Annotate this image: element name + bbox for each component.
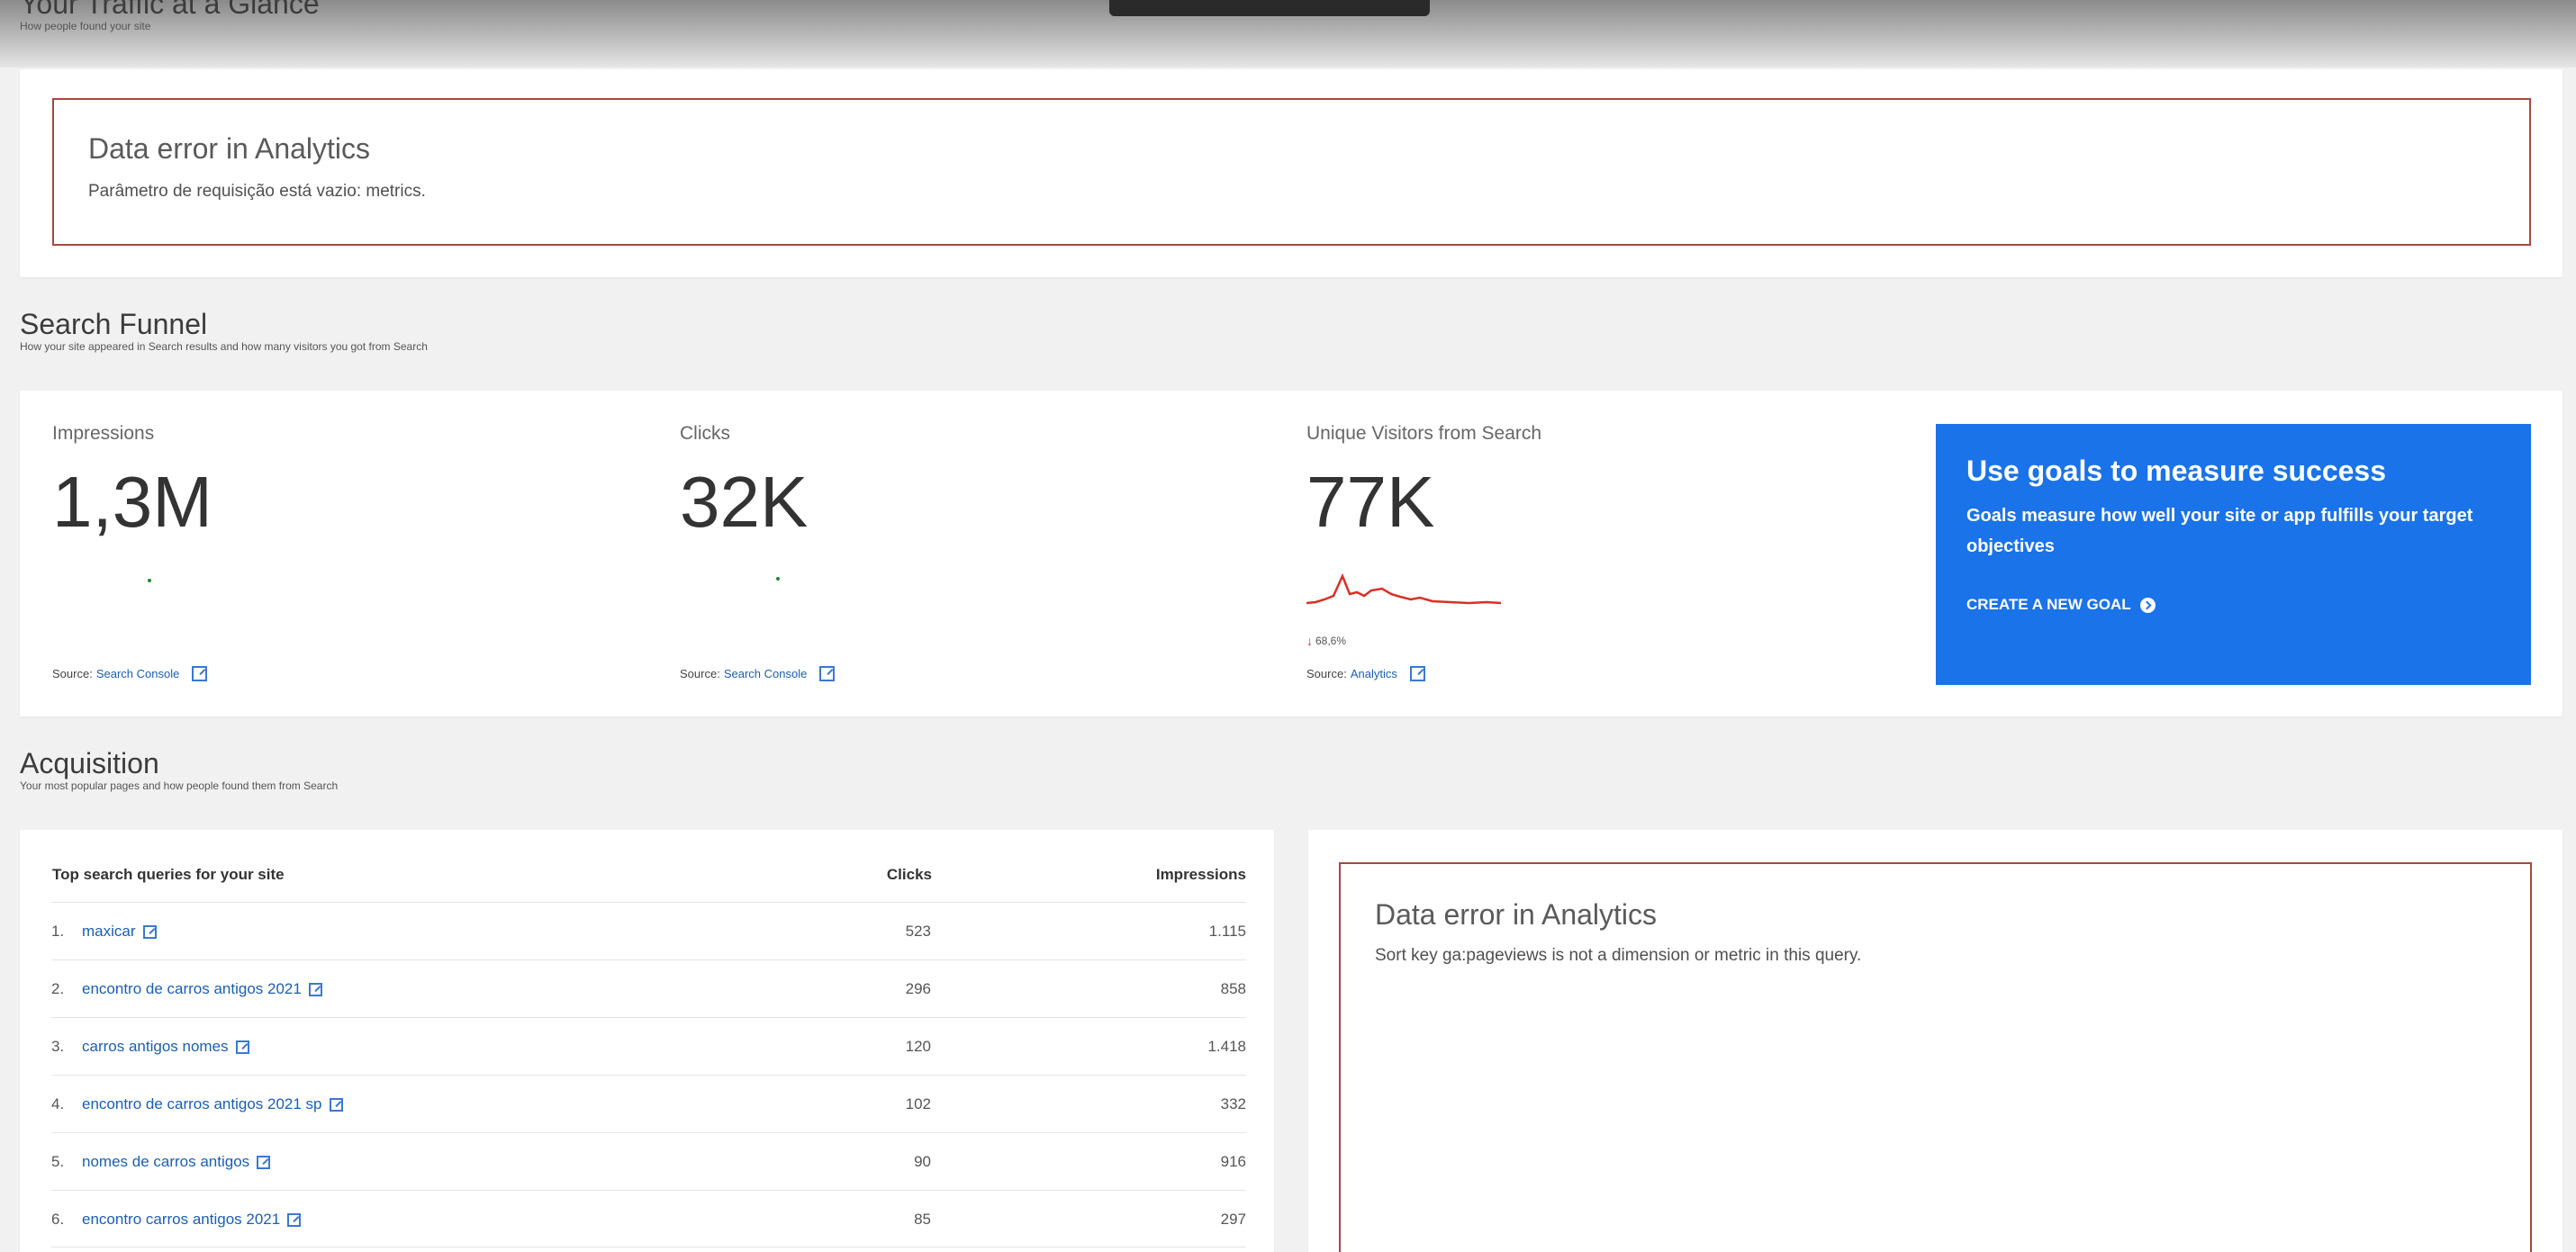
search-console-link[interactable]: Search Console	[95, 667, 180, 680]
query-link[interactable]: carros antigos nomes	[82, 1038, 249, 1056]
table-row: 3. carros antigos nomes 120 1.418	[51, 1017, 1246, 1075]
clicks-column-header[interactable]: Clicks	[886, 866, 932, 883]
external-link-icon[interactable]	[287, 1212, 302, 1227]
clicks-sparkline	[776, 577, 780, 581]
row-index: 3.	[51, 1038, 65, 1055]
search-funnel-header: Search Funnel How your site appeared in …	[20, 310, 428, 353]
unique-visitors-change: ↓ 68,6%	[1306, 634, 1346, 648]
row-impressions: 332	[1220, 1095, 1246, 1112]
goals-description: Goals measure how well your site or app …	[1966, 506, 2473, 556]
table-row: 2. encontro de carros antigos 2021 296 8…	[51, 959, 1246, 1017]
acquisition-error-box: Data error in Analytics Sort key ga:page…	[1339, 862, 2532, 1252]
impressions-sparkline	[148, 579, 151, 582]
error-title: Data error in Analytics	[1375, 898, 1658, 931]
row-clicks: 85	[914, 1211, 931, 1228]
traffic-error-box: Data error in Analytics Parâmetro de req…	[52, 98, 2531, 246]
acquisition-subtitle: Your most popular pages and how people f…	[20, 779, 339, 792]
table-row: 4. encontro de carros antigos 2021 sp 10…	[51, 1075, 1246, 1132]
queries-column-header: Top search queries for your site	[52, 866, 285, 883]
external-link-icon[interactable]	[308, 982, 322, 996]
row-clicks: 523	[905, 923, 931, 940]
external-link-icon[interactable]	[257, 1155, 271, 1169]
search-funnel-subtitle: How your site appeared in Search results…	[20, 340, 428, 353]
external-link-icon[interactable]	[235, 1040, 249, 1054]
arrow-down-icon: ↓	[1306, 634, 1313, 648]
top-queries-card	[20, 830, 1274, 1252]
impressions-source: Source: Search Console	[52, 666, 208, 681]
change-value: 68,6%	[1315, 635, 1347, 647]
goals-title: Use goals to measure success	[1966, 455, 2387, 487]
query-link[interactable]: encontro de carros antigos 2021 sp	[82, 1095, 343, 1113]
row-index: 4.	[51, 1095, 65, 1112]
row-clicks: 102	[905, 1095, 931, 1112]
source-prefix: Source:	[1306, 667, 1347, 680]
row-impressions: 1.418	[1207, 1038, 1246, 1055]
clicks-value: 32K	[680, 462, 809, 542]
unique-visitors-sparkline	[1306, 572, 1502, 605]
table-row: 5. nomes de carros antigos 90 916	[51, 1132, 1246, 1190]
clicks-label: Clicks	[680, 423, 730, 444]
acquisition-title: Acquisition	[20, 747, 159, 779]
row-impressions: 916	[1220, 1153, 1246, 1170]
error-message: Sort key ga:pageviews is not a dimension…	[1375, 946, 1862, 965]
row-index: 1.	[51, 923, 65, 940]
row-clicks: 296	[905, 980, 931, 997]
traffic-title: Your Traffic at a Glance	[20, 0, 320, 20]
row-index: 6.	[51, 1211, 65, 1228]
traffic-card: Data error in Analytics Parâmetro de req…	[20, 69, 2562, 277]
search-console-link[interactable]: Search Console	[723, 667, 808, 680]
unique-visitors-label: Unique Visitors from Search	[1306, 423, 1542, 444]
impressions-label: Impressions	[52, 423, 155, 444]
row-impressions: 1.115	[1208, 923, 1246, 940]
traffic-subtitle: How people found your site	[20, 20, 151, 32]
source-prefix: Source:	[52, 667, 93, 680]
clicks-source: Source: Search Console	[680, 666, 836, 681]
external-link-icon[interactable]	[1409, 666, 1425, 681]
analytics-link[interactable]: Analytics	[1350, 667, 1397, 680]
row-index: 5.	[51, 1153, 65, 1170]
traffic-section-header: Your Traffic at a Glance How people foun…	[20, 0, 320, 32]
query-link[interactable]: encontro carros antigos 2021	[82, 1211, 302, 1229]
query-link[interactable]: encontro de carros antigos 2021	[82, 980, 322, 998]
row-clicks: 120	[905, 1038, 931, 1055]
top-center-widget	[1109, 0, 1430, 16]
external-link-icon[interactable]	[192, 666, 208, 681]
table-row: 6. encontro carros antigos 2021 85 297	[51, 1190, 1246, 1247]
create-goal-label: CREATE A NEW GOAL	[1966, 596, 2131, 613]
row-impressions: 297	[1220, 1211, 1246, 1228]
search-funnel-title: Search Funnel	[20, 308, 208, 340]
external-link-icon[interactable]	[329, 1097, 343, 1112]
acquisition-header: Acquisition Your most popular pages and …	[20, 749, 338, 792]
error-message: Parâmetro de requisição está vazio: metr…	[88, 182, 426, 201]
impressions-value: 1,3M	[52, 462, 212, 542]
impressions-column-header[interactable]: Impressions	[1155, 866, 1246, 883]
arrow-right-circle-icon	[2139, 597, 2156, 613]
row-index: 2.	[51, 980, 65, 997]
row-clicks: 90	[914, 1153, 931, 1170]
row-impressions: 858	[1220, 980, 1246, 997]
external-link-icon[interactable]	[142, 924, 157, 939]
query-link[interactable]: nomes de carros antigos	[82, 1153, 271, 1171]
external-link-icon[interactable]	[819, 666, 836, 681]
unique-visitors-source: Source: Analytics	[1306, 666, 1425, 681]
goals-promo-card: Use goals to measure success Goals measu…	[1936, 424, 2531, 685]
unique-visitors-value: 77K	[1306, 462, 1435, 542]
create-goal-button[interactable]: CREATE A NEW GOAL	[1966, 596, 2500, 614]
error-title: Data error in Analytics	[88, 132, 371, 165]
top-pages-card: Data error in Analytics Sort key ga:page…	[1308, 830, 2562, 1252]
source-prefix: Source:	[680, 667, 720, 680]
query-link[interactable]: maxicar	[82, 923, 157, 941]
table-row: 1. maxicar 523 1.115	[51, 902, 1246, 959]
